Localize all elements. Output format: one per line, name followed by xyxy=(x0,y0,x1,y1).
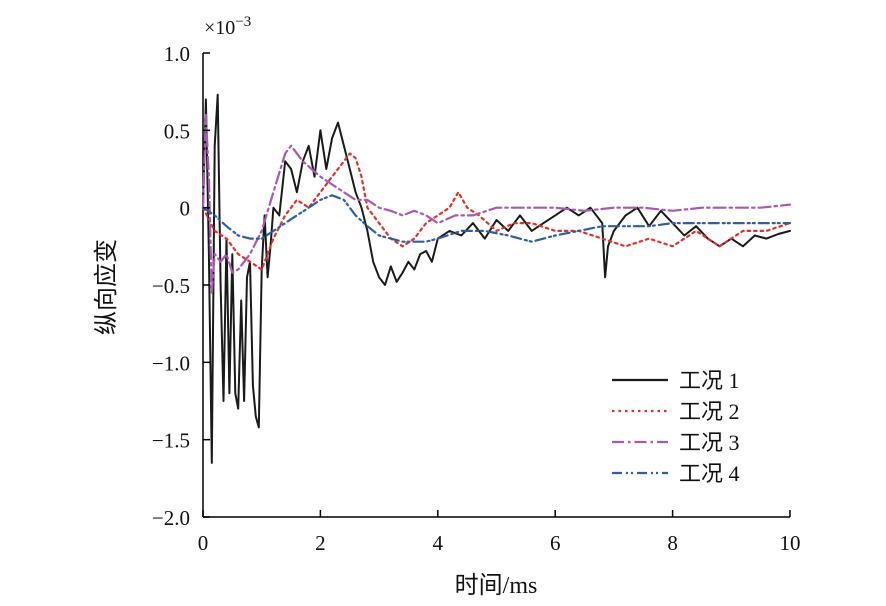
series-line-3 xyxy=(201,113,792,294)
multiplier-base: ×10 xyxy=(204,17,235,39)
series-line-4 xyxy=(201,194,792,243)
y-tick-label: −2.0 xyxy=(152,506,190,530)
legend: 工况 1 工况 2 工况 3 工况 4 xyxy=(612,368,740,486)
y-tick-label: 0.5 xyxy=(164,119,190,143)
y-tick-label: 1.0 xyxy=(164,42,190,66)
legend-label-4: 工况 4 xyxy=(679,461,740,486)
x-tick-label: 8 xyxy=(667,531,678,555)
x-tick-label: 4 xyxy=(433,531,444,555)
y-tick-label: −1.0 xyxy=(152,351,190,375)
y-axis-title: 纵向应变 xyxy=(93,239,120,335)
x-tick-label: 0 xyxy=(198,531,209,555)
x-tick-label: 2 xyxy=(315,531,326,555)
ticks: 0 2 4 6 8 10 1.0 0.5 0 −0.5 −1.0 −1.5 −2.0 xyxy=(152,42,801,555)
y-tick-label: 0 xyxy=(180,197,191,221)
x-tick-label: 10 xyxy=(780,531,801,555)
y-tick-label: −1.5 xyxy=(152,429,190,453)
y-tick-label: −0.5 xyxy=(152,274,190,298)
series-line-2 xyxy=(201,152,792,271)
x-axis-title: 时间/ms xyxy=(455,572,538,599)
legend-label-3: 工况 3 xyxy=(679,430,740,455)
series-line-1 xyxy=(202,93,791,464)
multiplier-label: ×10−3 xyxy=(204,14,251,39)
x-tick-label: 6 xyxy=(550,531,561,555)
legend-label-2: 工况 2 xyxy=(679,399,740,424)
multiplier-exponent: −3 xyxy=(235,14,251,30)
series-lines xyxy=(201,93,792,464)
legend-label-1: 工况 1 xyxy=(679,368,740,393)
